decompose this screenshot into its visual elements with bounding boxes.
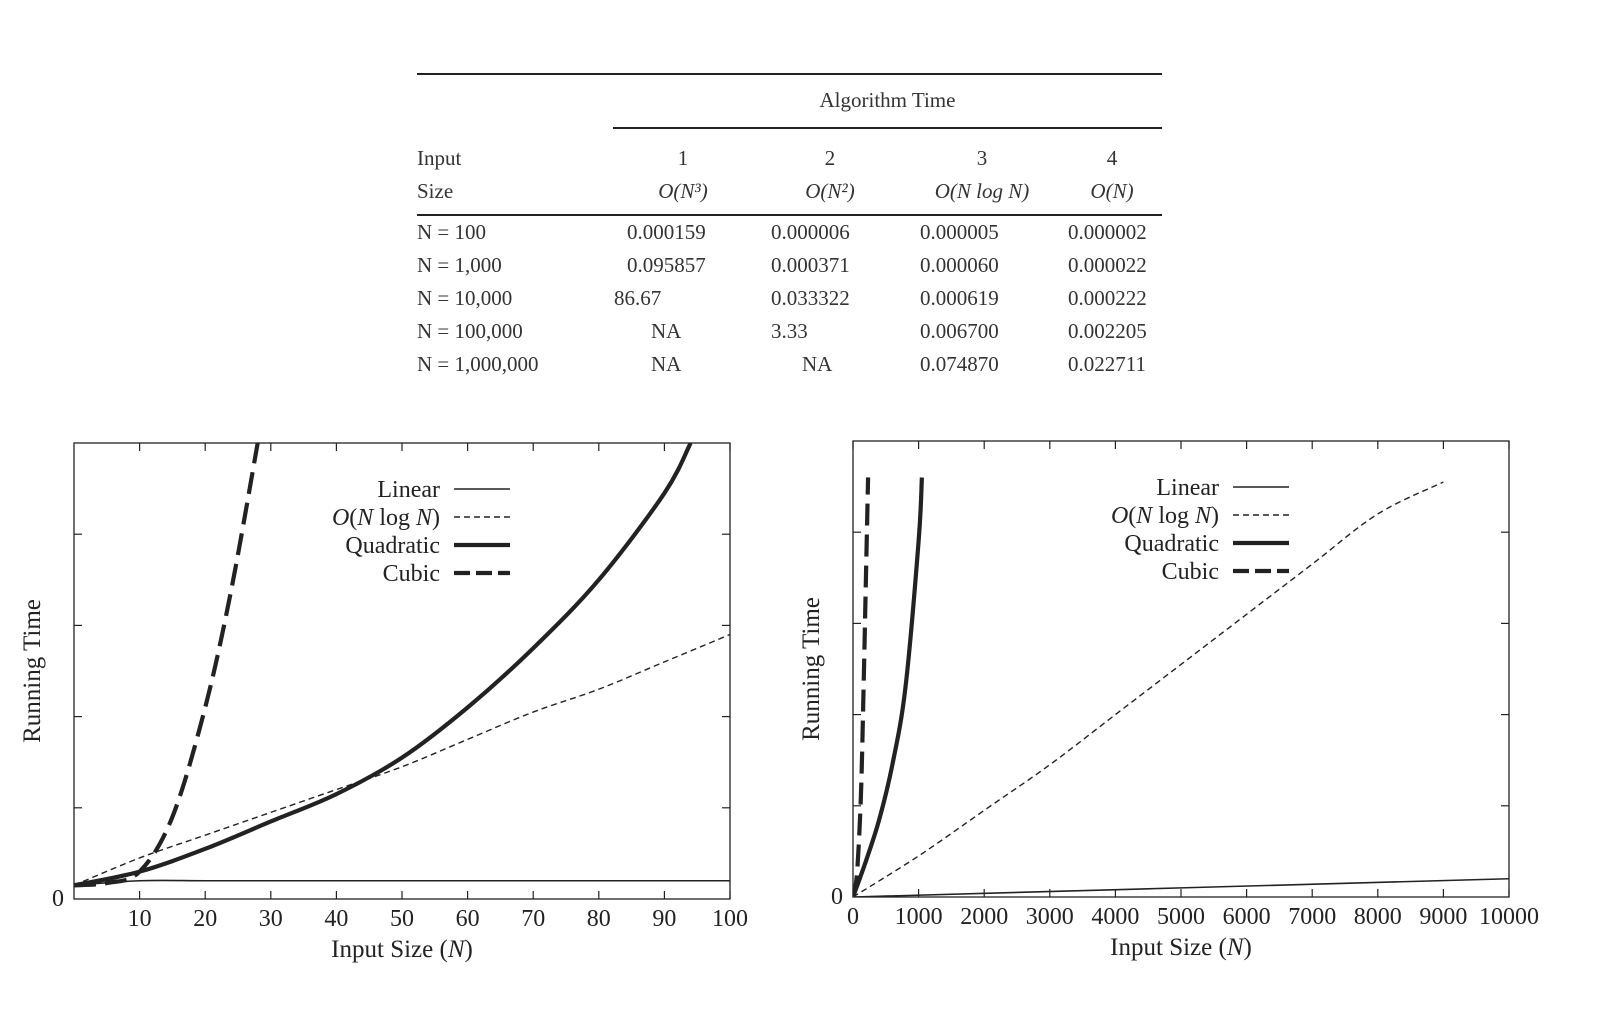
algorithm-number: 1 (677, 146, 689, 170)
table-cell: 0.006700 (920, 319, 999, 343)
x-tick-label: 20 (193, 906, 217, 932)
y-origin-label: 0 (831, 884, 843, 910)
series-line-cubic (74, 443, 260, 888)
table-cell: 0.000002 (1068, 220, 1147, 244)
row-input-size: N = 1,000 (417, 253, 502, 277)
x-tick-label: 40 (324, 906, 348, 932)
series-line-quadratic (74, 443, 693, 888)
table-cell: 0.000022 (1068, 253, 1147, 277)
algorithm-complexity: O(N²) (805, 179, 855, 203)
row-input-size: N = 100,000 (417, 319, 523, 343)
row-input-size: N = 100 (417, 220, 487, 244)
x-tick-label: 0 (847, 904, 859, 930)
legend-label: O(N log N) (332, 505, 440, 531)
x-tick-label: 100 (712, 906, 748, 932)
group-header: Algorithm Time (819, 88, 956, 112)
legend-label: Cubic (383, 561, 440, 587)
table-cell: 0.074870 (920, 352, 999, 376)
y-axis-label: Running Time (19, 599, 46, 743)
series-line-linear (853, 877, 1509, 897)
table-cell: 3.33 (771, 319, 808, 343)
legend-label: O(N log N) (1111, 503, 1219, 529)
legend-label: Linear (1156, 475, 1219, 501)
series-line-nlogn (853, 481, 1444, 897)
table-cell: 0.000006 (771, 220, 850, 244)
x-tick-label: 10 (128, 906, 152, 932)
group-header-rule (613, 127, 1162, 129)
x-tick-label: 90 (652, 906, 676, 932)
timing-table: Algorithm Time Input Size 1 2 3 4 O(N³) … (0, 0, 1600, 400)
x-tick-label: 5000 (1157, 904, 1205, 930)
algorithm-complexity: O(N) (1090, 179, 1134, 203)
algorithm-number: 4 (1106, 146, 1118, 170)
input-size-label-line2: Size (417, 179, 454, 203)
table-top-rule (417, 73, 1162, 75)
algorithm-complexity: O(N log N) (934, 179, 1030, 203)
x-axis-label: Input Size (N) (331, 936, 473, 963)
x-tick-label: 7000 (1288, 904, 1336, 930)
x-tick-label: 1000 (895, 904, 943, 930)
table-cell: NA (651, 319, 682, 343)
table-cell: 0.022711 (1068, 352, 1146, 376)
x-tick-label: 70 (521, 906, 545, 932)
x-tick-label: 9000 (1419, 904, 1467, 930)
x-tick-label: 2000 (960, 904, 1008, 930)
legend-label: Linear (377, 477, 440, 503)
series-line-linear (74, 879, 730, 887)
table-cell: 0.095857 (627, 253, 706, 277)
x-tick-label: 60 (456, 906, 480, 932)
table-cell: 0.033322 (771, 286, 850, 310)
legend-label: Cubic (1162, 559, 1219, 585)
table-cell: 0.000060 (920, 253, 999, 277)
legend-label: Quadratic (1124, 531, 1219, 557)
table-cell: 0.000371 (771, 253, 850, 277)
table-cell: 0.002205 (1068, 319, 1147, 343)
legend-label: Quadratic (345, 533, 440, 559)
series-line-quadratic (853, 477, 924, 897)
table-cell: 86.67 (614, 286, 662, 310)
table-cell: 0.000222 (1068, 286, 1147, 310)
y-axis-label: Running Time (798, 597, 825, 741)
table-cell: NA (802, 352, 833, 376)
x-tick-label: 10000 (1479, 904, 1539, 930)
row-input-size: N = 1,000,000 (417, 352, 539, 376)
table-cell: 0.000005 (920, 220, 999, 244)
algorithm-complexity: O(N³) (658, 179, 708, 203)
algorithm-number: 2 (824, 146, 836, 170)
x-tick-label: 8000 (1354, 904, 1402, 930)
x-axis-label: Input Size (N) (1110, 934, 1252, 961)
table-cell: 0.000619 (920, 286, 999, 310)
x-tick-label: 3000 (1026, 904, 1074, 930)
x-tick-label: 50 (390, 906, 414, 932)
row-input-size: N = 10,000 (417, 286, 513, 310)
input-size-label-line1: Input (417, 146, 462, 170)
y-origin-label: 0 (52, 886, 64, 912)
table-cell: NA (651, 352, 682, 376)
algorithm-number: 3 (976, 146, 988, 170)
x-tick-label: 4000 (1091, 904, 1139, 930)
x-tick-label: 30 (259, 906, 283, 932)
table-cell: 0.000159 (627, 220, 706, 244)
header-bottom-rule (417, 214, 1162, 216)
x-tick-label: 80 (587, 906, 611, 932)
series-line-nlogn (74, 633, 730, 886)
series-line-cubic (853, 477, 871, 897)
x-tick-label: 6000 (1223, 904, 1271, 930)
